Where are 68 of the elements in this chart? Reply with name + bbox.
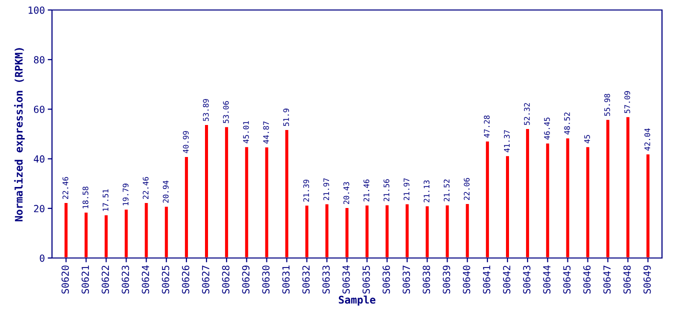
x-tick-label: S0634 bbox=[342, 265, 350, 294]
x-tick-label: S0633 bbox=[322, 266, 330, 294]
x-tick-label: S0620 bbox=[62, 266, 69, 294]
bar bbox=[304, 204, 310, 258]
bar bbox=[123, 208, 130, 258]
bar bbox=[464, 202, 470, 258]
x-tick-label: S0632 bbox=[302, 266, 310, 294]
y-tick-label: 20 bbox=[34, 204, 44, 212]
bar bbox=[544, 142, 551, 258]
bar bbox=[264, 146, 270, 258]
bar bbox=[384, 204, 390, 258]
y-tick-label: 80 bbox=[34, 56, 44, 64]
x-tick-label: S0621 bbox=[82, 266, 89, 294]
bar bbox=[504, 154, 510, 258]
x-tick-label: S0635 bbox=[362, 266, 370, 294]
bar bbox=[344, 206, 350, 258]
y-tick-label: 40 bbox=[34, 155, 44, 163]
x-tick-label: S0626 bbox=[182, 266, 190, 294]
x-tick-label: S0624 bbox=[142, 265, 150, 294]
x-tick-label: S0645 bbox=[563, 266, 571, 294]
bar bbox=[184, 156, 190, 258]
bar bbox=[604, 118, 611, 258]
bar bbox=[224, 126, 230, 258]
bar bbox=[424, 204, 430, 258]
bar bbox=[103, 214, 110, 258]
x-axis-title: Sample bbox=[338, 296, 376, 306]
x-tick-label: S0631 bbox=[282, 266, 290, 294]
y-tick-label: 100 bbox=[28, 6, 44, 14]
x-tick-label: S0649 bbox=[643, 266, 651, 294]
bar bbox=[143, 202, 150, 258]
bar bbox=[484, 140, 490, 258]
bar bbox=[564, 136, 571, 258]
bar bbox=[163, 205, 170, 258]
x-tick-label: S0640 bbox=[462, 266, 470, 294]
x-tick-label: S0641 bbox=[482, 266, 490, 294]
x-tick-label: S0638 bbox=[422, 266, 430, 294]
x-tick-label: S0623 bbox=[122, 266, 130, 294]
y-tick-label: 0 bbox=[40, 254, 44, 262]
bar bbox=[584, 146, 591, 258]
bar bbox=[624, 116, 631, 258]
x-tick-label: S0625 bbox=[162, 266, 170, 294]
x-tick-label: S0647 bbox=[603, 266, 611, 294]
x-tick-label: S0639 bbox=[442, 266, 450, 294]
bar bbox=[524, 128, 530, 258]
x-tick-label: S0637 bbox=[402, 266, 410, 294]
x-tick-label: S0629 bbox=[242, 266, 250, 294]
bar bbox=[244, 146, 250, 258]
x-tick-label: S0622 bbox=[102, 266, 110, 294]
bar bbox=[404, 202, 410, 258]
x-tick-label: S0627 bbox=[202, 266, 210, 294]
x-tick-label: S0646 bbox=[583, 266, 591, 294]
bar bbox=[204, 124, 210, 258]
bar bbox=[364, 204, 370, 258]
x-tick-label: S0630 bbox=[262, 266, 270, 294]
x-tick-label: S0642 bbox=[502, 266, 510, 294]
bar bbox=[324, 202, 330, 258]
y-tick-label: 60 bbox=[34, 106, 44, 114]
x-tick-label: S0644 bbox=[543, 265, 550, 294]
bar bbox=[645, 153, 651, 258]
bar bbox=[63, 202, 69, 258]
bar bbox=[444, 204, 450, 258]
bar bbox=[284, 128, 290, 258]
x-tick-label: S0628 bbox=[222, 266, 230, 294]
x-tick-label: S0643 bbox=[523, 266, 530, 294]
x-tick-label: S0636 bbox=[382, 266, 390, 294]
bar bbox=[83, 211, 90, 258]
y-axis-title: Normalized expression (RPKM) bbox=[14, 48, 25, 222]
x-tick-label: S0648 bbox=[623, 266, 631, 294]
